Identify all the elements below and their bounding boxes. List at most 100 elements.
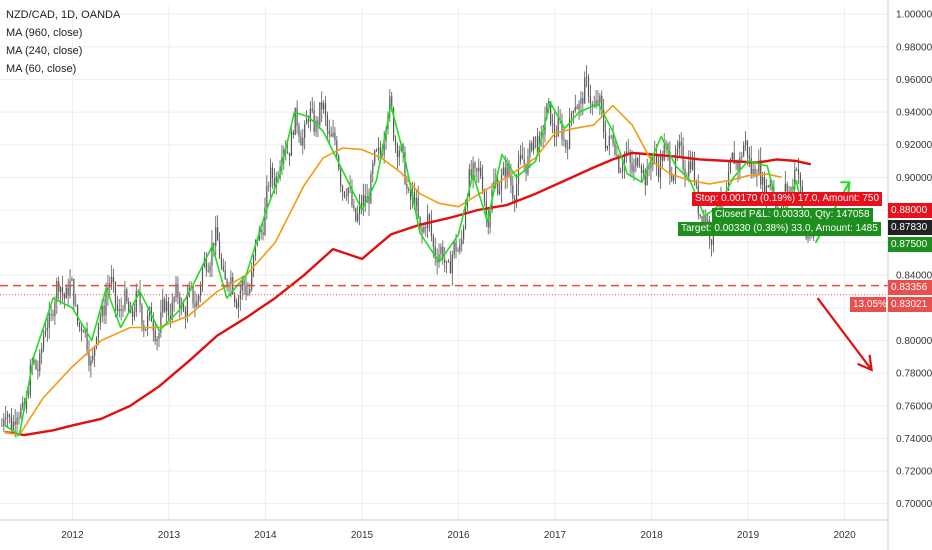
candle-body bbox=[417, 197, 419, 217]
y-tick-label: 0.76000 bbox=[896, 401, 932, 412]
candle-body bbox=[637, 158, 639, 166]
candle-body bbox=[415, 197, 417, 207]
legend-symbol[interactable]: NZD/CAD, 1D, OANDA bbox=[6, 9, 121, 21]
candle-body bbox=[205, 258, 207, 271]
candle-body bbox=[691, 159, 694, 170]
candle-body bbox=[82, 331, 84, 333]
y-tick-label: 0.80000 bbox=[896, 336, 932, 347]
candle-body bbox=[743, 145, 745, 157]
candle-body bbox=[302, 138, 304, 146]
candle-body bbox=[587, 77, 590, 97]
candle-body bbox=[754, 169, 756, 177]
candle-body bbox=[147, 315, 149, 330]
candle-body bbox=[481, 176, 484, 192]
candle-body bbox=[398, 150, 400, 158]
candle-body bbox=[572, 110, 574, 114]
candle-body bbox=[133, 311, 135, 317]
candle-body bbox=[364, 195, 366, 203]
candle-body bbox=[73, 278, 75, 305]
candle-body bbox=[42, 335, 45, 349]
candle-body bbox=[351, 187, 353, 206]
candle-body bbox=[394, 138, 397, 146]
candle-body bbox=[733, 152, 735, 164]
candle-body bbox=[288, 152, 291, 157]
level-price-tag: 0.83356 bbox=[888, 280, 932, 295]
candle-body bbox=[305, 119, 308, 125]
candle-body bbox=[16, 417, 18, 425]
candle-body bbox=[644, 170, 646, 186]
candle-body bbox=[498, 190, 501, 194]
candle-body bbox=[544, 119, 546, 135]
candle-body bbox=[618, 155, 620, 173]
y-tick-label: 0.98000 bbox=[896, 42, 932, 53]
candle-body bbox=[402, 144, 404, 152]
candle-body bbox=[796, 169, 798, 171]
candle-body bbox=[99, 316, 101, 323]
down-arrow-head bbox=[857, 354, 873, 372]
candle-body bbox=[200, 284, 202, 296]
candle-body bbox=[177, 283, 179, 297]
moving-average-lines bbox=[4, 101, 812, 437]
candle-body bbox=[614, 143, 616, 155]
candle-body bbox=[273, 178, 276, 187]
ma-240-line bbox=[4, 104, 782, 436]
candle-body bbox=[131, 308, 134, 317]
candle-body bbox=[160, 312, 162, 333]
pnl-box[interactable]: Closed P&L: 0.00330, Qty: 147058 bbox=[712, 208, 873, 222]
candle-body bbox=[529, 143, 531, 157]
stop-box[interactable]: Stop: 0.00170 (0.19%) 17.0, Amount: 750 bbox=[692, 192, 883, 206]
candle-body bbox=[584, 77, 586, 104]
candle-body bbox=[29, 365, 31, 396]
candle-body bbox=[184, 311, 187, 317]
candle-body bbox=[37, 369, 39, 372]
candle-body bbox=[35, 360, 37, 370]
candle-body bbox=[763, 177, 766, 201]
candle-body bbox=[606, 145, 609, 149]
candle-body bbox=[235, 302, 238, 308]
candle-body bbox=[531, 143, 533, 151]
candle-body bbox=[410, 190, 412, 200]
candle-body bbox=[324, 103, 327, 116]
legend-ma-60[interactable]: MA (60, close) bbox=[6, 63, 77, 75]
candle-body bbox=[459, 244, 461, 252]
target-box[interactable]: Target: 0.00330 (0.38%) 33.0, Amount: 14… bbox=[678, 222, 881, 236]
candle-body bbox=[14, 421, 16, 425]
candle-body bbox=[797, 169, 800, 175]
candle-body bbox=[519, 155, 521, 162]
candle-body bbox=[478, 167, 480, 172]
candle-body bbox=[135, 291, 137, 312]
chart-legend: NZD/CAD, 1D, OANDA MA (960, close) MA (2… bbox=[6, 6, 120, 78]
candle-body bbox=[521, 155, 523, 160]
candle-body bbox=[652, 155, 654, 166]
candle-body bbox=[457, 251, 459, 252]
candle-body bbox=[80, 327, 83, 332]
candle-body bbox=[300, 136, 302, 146]
legend-ma-960[interactable]: MA (960, close) bbox=[6, 27, 83, 39]
candle-body bbox=[92, 355, 94, 361]
candle-body bbox=[527, 156, 529, 174]
candle-body bbox=[621, 166, 624, 172]
candle-body bbox=[669, 151, 671, 176]
candle-body bbox=[215, 227, 217, 246]
candle-body bbox=[154, 330, 156, 342]
candle-body bbox=[86, 328, 88, 351]
candle-body bbox=[213, 242, 215, 246]
candle-body bbox=[97, 322, 100, 338]
candle-body bbox=[48, 313, 50, 328]
candle-body bbox=[767, 185, 769, 188]
candle-body bbox=[54, 301, 56, 317]
candle-body bbox=[211, 242, 213, 266]
legend-ma-240[interactable]: MA (240, close) bbox=[6, 45, 83, 57]
candle-body bbox=[693, 159, 696, 182]
candle-body bbox=[116, 304, 118, 311]
candle-body bbox=[536, 136, 539, 153]
candle-body bbox=[627, 151, 629, 153]
candle-body bbox=[349, 187, 351, 189]
candle-body bbox=[103, 305, 105, 316]
candle-body bbox=[241, 280, 243, 291]
candle-body bbox=[260, 229, 262, 233]
x-tick-label: 2019 bbox=[737, 530, 760, 541]
candle-body bbox=[508, 162, 510, 176]
candle-body bbox=[746, 140, 749, 155]
